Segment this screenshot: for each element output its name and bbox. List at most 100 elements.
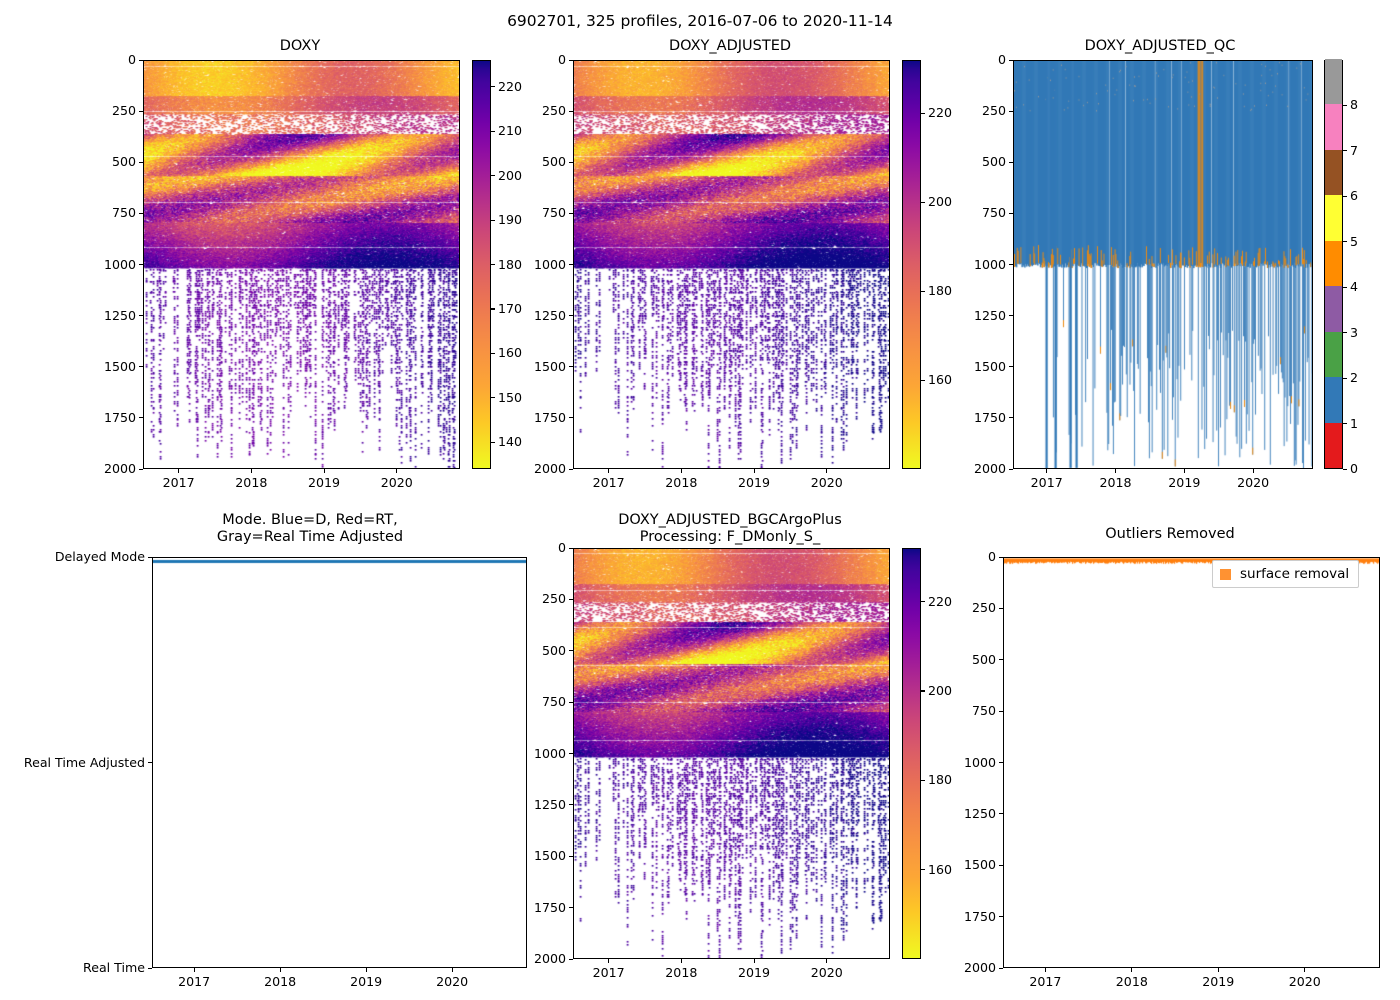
doxy-adjusted-xtick-2018: 2018 <box>665 475 698 490</box>
colorbar-doxy-adjusted[interactable] <box>902 60 921 469</box>
doxy-adjusted-xtickmark-2017 <box>608 469 610 473</box>
doxy-adjusted-cbtick-200: 200 <box>928 194 953 210</box>
colorbar-doxy[interactable] <box>472 60 491 469</box>
qc-xtick-2018: 2018 <box>1099 475 1132 490</box>
mode-xtickmark-2018 <box>279 968 281 972</box>
panel-doxy-adjusted-qc-title: DOXY_ADJUSTED_QC <box>1084 38 1236 54</box>
panel-bgcargoplus-title-line2: Processing: F_DMonly_S_ <box>639 529 821 545</box>
bgcargoplus-ytickmark-1500 <box>568 855 573 857</box>
outliers-ytickmark-500 <box>998 659 1003 661</box>
doxy-adjusted-cbtickmark-220 <box>921 112 925 114</box>
doxy-cbtick-180: 180 <box>498 256 523 272</box>
colorbar-bgcargoplus[interactable] <box>902 548 921 959</box>
mode-ytickmark-1 <box>147 762 152 764</box>
doxy-adjusted-ytickmark-2000 <box>568 468 573 470</box>
panel-doxy-adjusted-title: DOXY_ADJUSTED <box>668 38 792 54</box>
qc-heatmap-canvas <box>1014 61 1312 468</box>
panel-mode-title-line2: Gray=Real Time Adjusted <box>216 529 404 545</box>
doxy-ytickmark-750 <box>138 212 143 214</box>
qc-ytickmark-1250 <box>1008 315 1013 317</box>
bgcargoplus-xtick-2019: 2019 <box>738 965 771 980</box>
qc-cbtick-3: 3 <box>1350 324 1359 340</box>
doxy-adjusted-ytickmark-1250 <box>568 315 573 317</box>
qc-ytick-750: 750 <box>981 205 1006 221</box>
axes-mode[interactable] <box>152 557 527 968</box>
bgcargoplus-ytick-1500: 1500 <box>533 848 566 864</box>
outliers-xtickmark-2019 <box>1217 968 1219 972</box>
axes-doxy-adjusted[interactable] <box>573 60 890 469</box>
mode-xtick-2017: 2017 <box>178 974 211 989</box>
qc-cbtickmark-1 <box>1343 423 1347 425</box>
outliers-ytickmark-250 <box>998 607 1003 609</box>
doxy-xtick-2017: 2017 <box>162 475 195 490</box>
doxy-cbtick-200: 200 <box>498 167 523 183</box>
qc-cbtick-5: 5 <box>1350 233 1359 249</box>
doxy-adjusted-ytick-1750: 1750 <box>533 409 566 425</box>
doxy-ytickmark-0 <box>138 59 143 61</box>
doxy-adjusted-xtickmark-2019 <box>753 469 755 473</box>
outliers-ytickmark-1250 <box>998 813 1003 815</box>
bgcargoplus-ytick-500: 500 <box>541 642 566 658</box>
outliers-ytickmark-0 <box>998 556 1003 558</box>
doxy-cbtick-210: 210 <box>498 123 523 139</box>
mode-ytick-0: Delayed Mode <box>54 549 145 564</box>
qc-colorbar-segment-6 <box>1325 149 1342 196</box>
doxy-cbtickmark-150 <box>491 397 495 399</box>
outliers-xtick-2017: 2017 <box>1029 974 1062 989</box>
bgcargoplus-cbtickmark-220 <box>921 601 925 603</box>
doxy-adjusted-ytick-750: 750 <box>541 205 566 221</box>
qc-xtick-2017: 2017 <box>1030 475 1063 490</box>
axes-doxy-adjusted-qc[interactable] <box>1013 60 1313 469</box>
axes-bgcargoplus[interactable] <box>573 548 890 959</box>
doxy-cbtickmark-140 <box>491 441 495 443</box>
panel-bgcargoplus-title: DOXY_ADJUSTED_BGCArgoPlus Processing: F_… <box>565 512 895 546</box>
qc-ytick-1500: 1500 <box>973 358 1006 374</box>
doxy-adjusted-xtick-2019: 2019 <box>738 475 771 490</box>
qc-cbtickmark-7 <box>1343 150 1347 152</box>
doxy-cbtickmark-170 <box>491 308 495 310</box>
outliers-ytick-500: 500 <box>971 651 996 667</box>
bgcargoplus-ytickmark-2000 <box>568 958 573 960</box>
qc-ytickmark-500 <box>1008 161 1013 163</box>
panel-bgcargoplus-title-line1: DOXY_ADJUSTED_BGCArgoPlus <box>618 512 842 528</box>
bgcargoplus-xtick-2017: 2017 <box>592 965 625 980</box>
doxy-cbtick-160: 160 <box>498 345 523 361</box>
outliers-scatter-canvas <box>1004 558 1379 967</box>
bgcargoplus-xtickmark-2018 <box>680 959 682 963</box>
legend-outliers[interactable]: surface removal <box>1212 560 1360 588</box>
doxy-adjusted-cbtick-220: 220 <box>928 105 953 121</box>
outliers-ytickmark-1500 <box>998 864 1003 866</box>
doxy-xtickmark-2017 <box>178 469 180 473</box>
outliers-xtick-2019: 2019 <box>1202 974 1235 989</box>
bgcargoplus-ytickmark-500 <box>568 650 573 652</box>
qc-xtickmark-2020 <box>1252 469 1254 473</box>
doxy-adjusted-ytick-250: 250 <box>541 103 566 119</box>
axes-outliers[interactable] <box>1003 557 1380 968</box>
axes-doxy[interactable] <box>143 60 460 469</box>
bgcargoplus-xtickmark-2017 <box>608 959 610 963</box>
doxy-cbtickmark-210 <box>491 130 495 132</box>
doxy-ytickmark-1500 <box>138 366 143 368</box>
doxy-cbtickmark-220 <box>491 86 495 88</box>
outliers-ytick-0: 0 <box>987 549 996 564</box>
doxy-cbtickmark-180 <box>491 264 495 266</box>
doxy-cbtickmark-200 <box>491 175 495 177</box>
doxy-adjusted-ytick-1000: 1000 <box>533 256 566 272</box>
figure-suptitle: 6902701, 325 profiles, 2016-07-06 to 202… <box>507 12 893 30</box>
mode-ytick-1: Real Time Adjusted <box>23 754 145 770</box>
qc-colorbar-segment-7 <box>1325 104 1342 150</box>
colorbar-qc[interactable] <box>1324 59 1343 469</box>
qc-cbtickmark-8 <box>1343 104 1347 107</box>
bgcargoplus-ytickmark-250 <box>568 598 573 600</box>
qc-colorbar-segment-8 <box>1325 59 1342 105</box>
doxy-xtickmark-2018 <box>250 469 252 473</box>
qc-ytick-2000: 2000 <box>973 461 1006 476</box>
bgcargoplus-ytick-1250: 1250 <box>533 796 566 812</box>
qc-cbtickmark-4 <box>1343 286 1347 288</box>
outliers-ytickmark-1750 <box>998 916 1003 918</box>
bgcargoplus-ytickmark-750 <box>568 701 573 703</box>
legend-label-surface-removal: surface removal <box>1240 566 1350 582</box>
doxy-cbtick-220: 220 <box>498 78 523 94</box>
doxy-ytick-1000: 1000 <box>103 256 136 272</box>
